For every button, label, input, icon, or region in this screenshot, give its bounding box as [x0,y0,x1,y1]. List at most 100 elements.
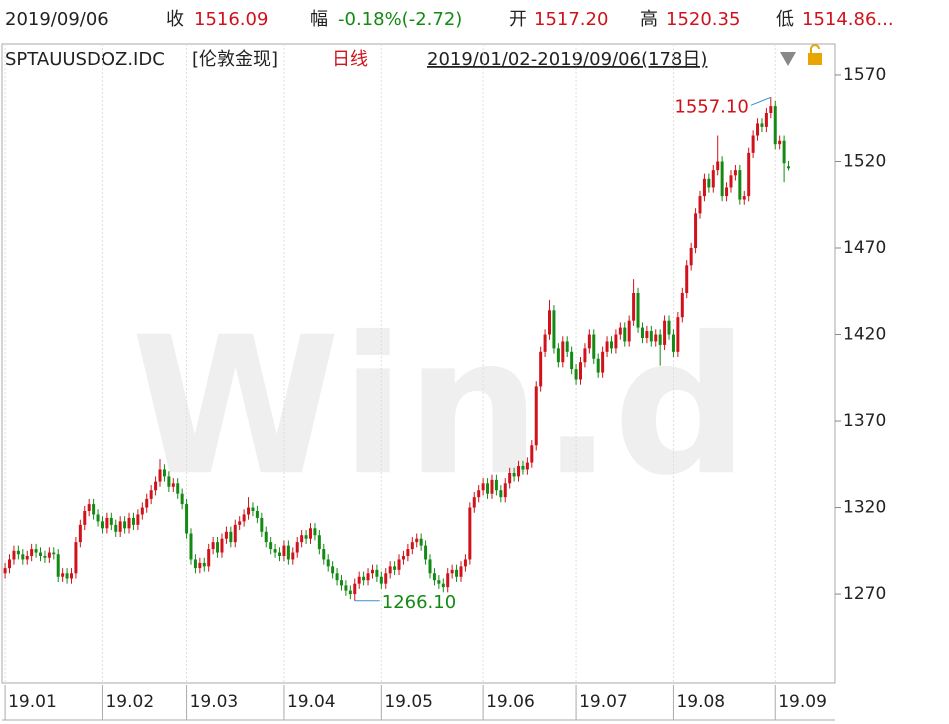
close-label: 收 [166,9,184,30]
candle-body [446,573,450,588]
low-label: 低 [776,9,794,30]
lock-icon[interactable] [808,53,822,65]
candle-body [158,469,162,482]
candle-body [78,524,82,543]
candle-body [512,472,516,477]
candle-body [304,535,308,539]
candle-body [680,292,684,318]
candle-body [702,178,706,197]
candle-body [273,549,277,553]
candle-body [694,213,698,249]
candle-body [397,559,401,570]
candle-body [162,469,166,477]
candle-body [419,538,423,546]
candle-body [623,327,627,342]
candle-body [632,292,636,321]
candle-body [614,334,618,349]
candle-body [370,569,374,574]
candle-body [118,521,122,532]
candle-body [136,514,140,525]
candle-body [764,113,768,127]
candle-body [782,140,786,164]
candle-body [56,554,60,577]
candle-body [472,497,476,508]
candle-body [671,334,675,352]
candle-body [778,140,782,145]
candle-body [667,320,671,335]
x-tick-label: 19.06 [486,692,535,712]
change-value: -0.18%(-2.72) [338,9,462,30]
candle-body [645,331,649,338]
candle-body [154,481,158,491]
candle-body [508,472,512,484]
candle-body [503,483,507,498]
candle-body [499,490,503,498]
candle-body [282,545,286,556]
candle-body [61,573,65,577]
candle-body [654,334,658,342]
candle-body [362,576,366,581]
candle-body [317,535,321,550]
candle-body [787,166,791,169]
candle-body [494,479,498,491]
open-label: 开 [509,9,527,30]
candle-body [570,351,574,370]
candle-body [707,178,711,188]
candle-body [127,517,131,529]
candle-body [534,386,538,446]
candle-body [211,542,215,550]
candle-body [247,507,251,515]
candle-body [596,358,600,373]
candle-body [468,507,472,560]
candle-body [548,310,552,335]
date: 2019/09/06 [5,9,109,30]
y-tick-label: 1270 [843,584,886,604]
candle-body [278,552,282,556]
candle-body [87,504,91,512]
x-tick-label: 19.03 [190,692,239,712]
candle-body [543,334,547,352]
dropdown-icon[interactable] [780,52,796,66]
candle-body [379,576,383,584]
annotation-arrow [750,96,772,106]
candle-body [339,580,343,586]
candle-body [105,517,109,529]
candle-body [295,542,299,553]
candle-body [424,545,428,560]
candle-body [251,507,255,512]
candle-body [517,466,521,477]
candle-body [326,559,330,567]
candle-body [441,583,445,588]
candle-body [401,555,405,560]
x-tick-label: 19.08 [676,692,725,712]
candle-body [698,196,702,214]
candle-body [12,550,16,560]
x-tick-label: 19.09 [778,692,827,712]
candle-body [96,514,100,522]
candle-body [30,549,34,556]
high-label: 高 [640,9,658,30]
y-tick-label: 1570 [843,65,886,85]
candle-body [16,550,20,555]
y-tick-label: 1470 [843,238,886,258]
candle-body [556,348,560,363]
candle-body [357,576,361,584]
candle-body [233,524,237,543]
candle-body [463,559,467,567]
candle-body [592,334,596,359]
low-value: 1514.86... [802,9,894,30]
watermark: Win.d [131,296,749,517]
candle-body [530,445,534,463]
candle-body [149,490,153,499]
candle-body [552,310,556,349]
candle-body [198,562,202,569]
candle-body [167,476,171,487]
candle-body [388,566,392,574]
candle-body [663,320,667,345]
plot-frame [1,43,836,684]
candle-body [220,538,224,553]
candle-body [760,123,764,127]
date-range[interactable]: 2019/01/02-2019/09/06(178日) [427,49,707,70]
candle-body [689,248,693,266]
